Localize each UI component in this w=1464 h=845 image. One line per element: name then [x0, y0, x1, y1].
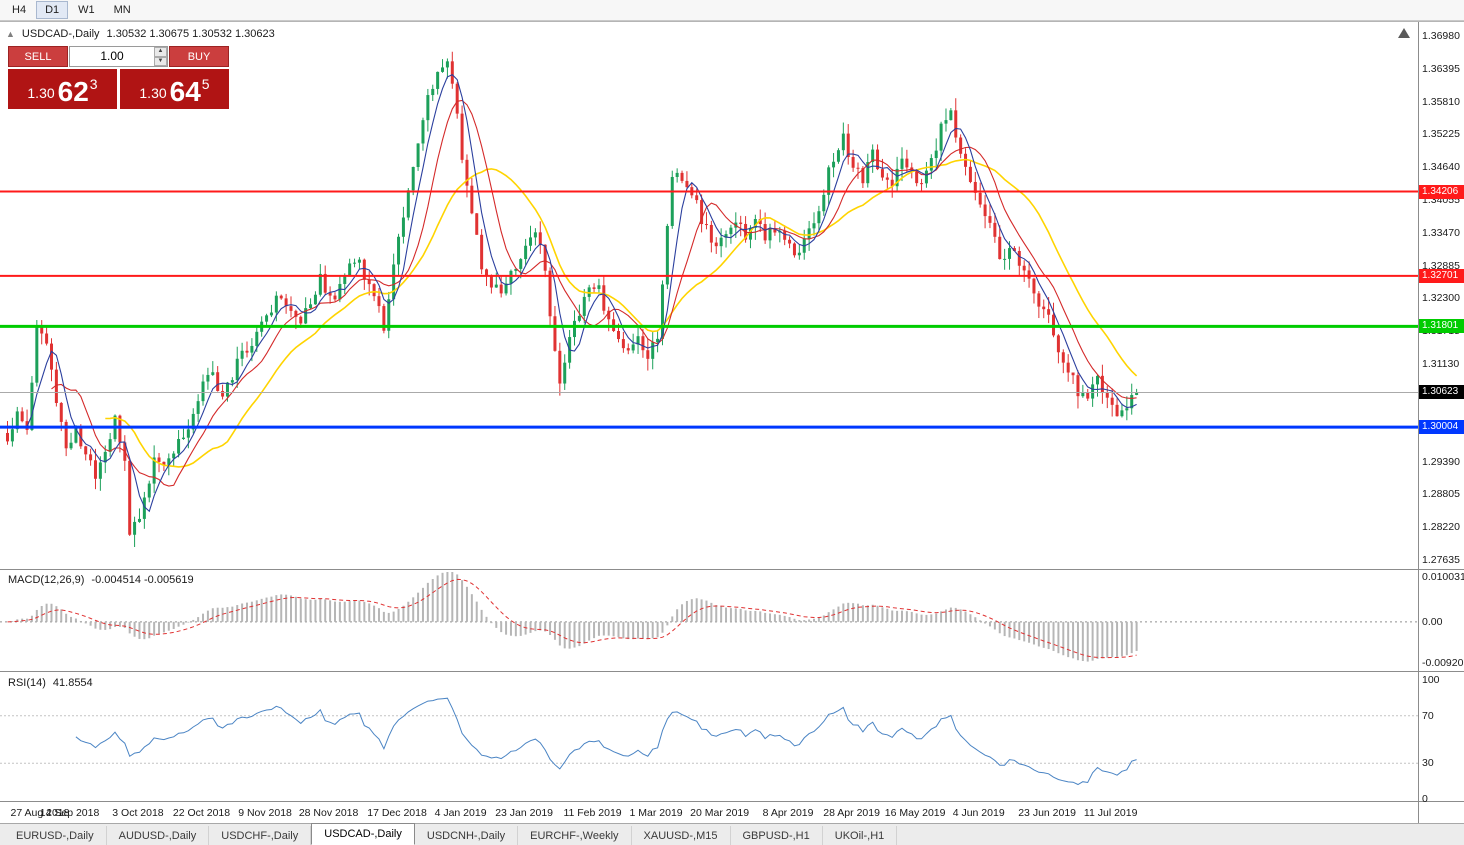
sell-price-point: 3	[89, 76, 98, 92]
sell-price-prefix: 1.30	[27, 85, 55, 101]
rsi-title: RSI(14)	[8, 677, 46, 689]
date-label: 22 Oct 2018	[172, 807, 231, 819]
chart-tab-xauusd-m15[interactable]: XAUUSD-,M15	[632, 826, 731, 845]
price-tag-resistance-line-lower: 1.32701	[1419, 268, 1464, 283]
buy-button[interactable]: BUY	[169, 46, 229, 67]
rsi-line	[75, 697, 1137, 786]
current-price-tag: 1.30623	[1419, 385, 1464, 400]
price-tag-support-line-green: 1.31801	[1419, 319, 1464, 334]
price-axis-label: 1.32885	[1422, 259, 1460, 272]
price-axis-label: 1.28220	[1422, 521, 1460, 534]
chart-tab-eurchf-weekly[interactable]: EURCHF-,Weekly	[518, 826, 632, 845]
rsi-indicator-label: RSI(14) 41.8554	[8, 677, 93, 689]
sell-button[interactable]: SELL	[8, 46, 68, 67]
chart-shift-marker-icon[interactable]	[1398, 28, 1410, 38]
date-label: 27 Aug 2018	[10, 807, 70, 819]
date-label: 23 Jan 2019	[495, 807, 554, 819]
price-axis-label: 1.31130	[1422, 358, 1460, 370]
chart-symbol-label: ▲ USDCAD-,Daily 1.30532 1.30675 1.30532 …	[6, 28, 275, 40]
ohlc-values: 1.30532 1.30675 1.30532 1.30623	[106, 28, 275, 40]
macd-axis-label: -0.009203	[1422, 657, 1464, 669]
date-label: 23 Jun 2019	[1018, 807, 1077, 819]
price-tag-resistance-line-upper: 1.34206	[1419, 184, 1464, 199]
price-axis-label: 1.32300	[1422, 292, 1460, 305]
macd-axis-label: 0.010031	[1422, 571, 1464, 583]
macd-signal-line	[7, 578, 1137, 659]
rsi-axis-label: 0	[1422, 793, 1428, 805]
sell-price-display[interactable]: 1.30 62 3	[8, 69, 117, 109]
chart-tab-gbpusd-h1[interactable]: GBPUSD-,H1	[731, 826, 823, 845]
date-label: 28 Apr 2019	[823, 807, 880, 819]
price-axis-label: 1.27635	[1422, 553, 1460, 566]
price-axis-label: 1.28805	[1422, 488, 1460, 501]
macd-axis-label: 0.00	[1422, 615, 1443, 628]
date-label: 3 Oct 2018	[112, 807, 164, 819]
sell-price-pips: 62	[57, 76, 89, 107]
symbol-name: USDCAD-,Daily	[21, 28, 100, 40]
main-price-chart[interactable]	[0, 22, 1418, 569]
chart-tab-audusd-daily[interactable]: AUDUSD-,Daily	[107, 826, 210, 845]
timeframe-button-w1[interactable]: W1	[69, 1, 104, 19]
panel-separator	[0, 801, 1464, 802]
date-label: 8 Apr 2019	[762, 807, 814, 819]
chart-window[interactable]: 1.36980 1.36395 1.35810 1.35225 1.34640 1.340…	[0, 21, 1464, 824]
panel-separator[interactable]	[0, 569, 1464, 570]
date-label: 9 Nov 2018	[238, 807, 292, 819]
lot-spinner: ▲ ▼	[154, 47, 167, 66]
timeframe-button-h4[interactable]: H4	[3, 1, 35, 19]
chart-tab-eurusd-daily[interactable]: EURUSD-,Daily	[4, 826, 107, 845]
timeframe-toolbar: H4 D1 W1 MN	[0, 0, 1464, 21]
macd-indicator-label: MACD(12,26,9) -0.004514 -0.005619	[8, 574, 194, 586]
price-tag-support-line-blue: 1.30004	[1419, 420, 1464, 435]
price-axis-label: 1.35225	[1422, 128, 1460, 141]
macd-title: MACD(12,26,9)	[8, 574, 85, 586]
date-label: 16 May 2019	[884, 807, 946, 819]
chart-tab-bar: EURUSD-,Daily AUDUSD-,Daily USDCHF-,Daily U…	[0, 823, 1464, 845]
macd-values: -0.004514 -0.005619	[91, 574, 194, 586]
date-label: 4 Jun 2019	[952, 807, 1005, 819]
timeframe-button-mn[interactable]: MN	[105, 1, 140, 19]
date-label: 14 Sep 2018	[39, 807, 100, 819]
macd-panel-chart[interactable]	[0, 570, 1418, 671]
date-label: 4 Jan 2019	[434, 807, 487, 819]
price-axis-label: 1.36980	[1422, 30, 1460, 43]
price-axis-separator	[1418, 22, 1419, 824]
lot-size-value: 1.00	[100, 49, 124, 63]
chart-tab-usdcnh-daily[interactable]: USDCNH-,Daily	[415, 826, 519, 845]
lot-decrease-button[interactable]: ▼	[154, 56, 167, 66]
lot-size-field[interactable]: 1.00 ▲ ▼	[69, 46, 168, 67]
date-label: 1 Mar 2019	[629, 807, 683, 819]
buy-price-display[interactable]: 1.30 64 5	[120, 69, 229, 109]
buy-price-point: 5	[201, 76, 210, 92]
ma-fast-line	[26, 74, 1137, 513]
price-axis-label: 1.29390	[1422, 455, 1460, 468]
rsi-axis-label: 100	[1422, 674, 1440, 686]
one-click-trading-panel: SELL 1.00 ▲ ▼ BUY 1.30 62 3 1.30 64 5	[8, 46, 229, 109]
buy-price-prefix: 1.30	[139, 85, 167, 101]
rsi-value: 41.8554	[52, 677, 93, 689]
price-axis-label: 1.36395	[1422, 62, 1460, 75]
buy-price-pips: 64	[169, 76, 201, 107]
price-axis-label: 1.35810	[1422, 95, 1460, 108]
chart-tab-usdcad-daily[interactable]: USDCAD-,Daily	[311, 823, 415, 845]
rsi-panel-chart[interactable]	[0, 672, 1418, 801]
chart-tab-ukoil-h1[interactable]: UKOil-,H1	[823, 826, 898, 845]
date-label: 20 Mar 2019	[690, 807, 750, 819]
price-axis-label: 1.34640	[1422, 161, 1460, 174]
date-label: 11 Feb 2019	[563, 807, 622, 819]
price-axis-label: 1.33470	[1422, 226, 1460, 239]
date-label: 17 Dec 2018	[367, 807, 427, 819]
date-label: 11 Jul 2019	[1083, 807, 1138, 819]
chart-tab-usdchf-daily[interactable]: USDCHF-,Daily	[209, 826, 312, 845]
rsi-axis-label: 70	[1422, 709, 1434, 722]
panel-separator[interactable]	[0, 671, 1464, 672]
rsi-axis-label: 30	[1422, 757, 1434, 770]
ma-slow-line	[105, 158, 1138, 468]
one-click-panel-toggle-icon[interactable]: ▲	[6, 29, 15, 39]
timeframe-button-d1[interactable]: D1	[36, 1, 69, 19]
lot-increase-button[interactable]: ▲	[154, 47, 167, 57]
time-axis[interactable]: 27 Aug 2018 14 Sep 2018 3 Oct 2018 22 Oct 2…	[0, 802, 1418, 824]
date-label: 28 Nov 2018	[298, 807, 359, 819]
